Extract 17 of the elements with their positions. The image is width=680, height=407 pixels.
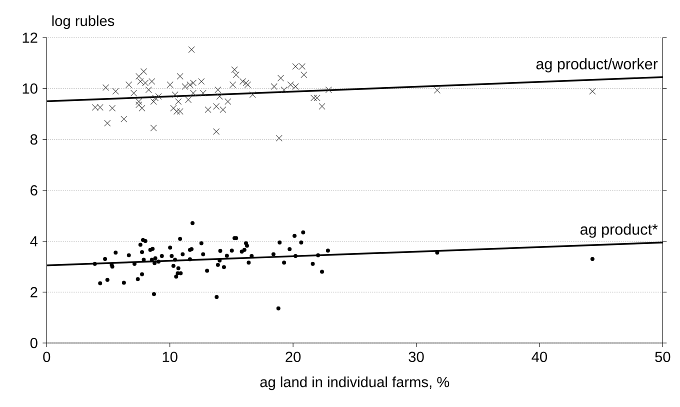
x-tick-label: 0 [43,352,50,362]
x-tick-label: 20 [286,352,301,362]
x-tick-label: 30 [408,352,424,362]
y-tick-label: 6 [30,185,38,196]
x-tick-label: 50 [655,352,670,362]
x-tick-label: 40 [532,352,548,362]
y-tick-label: 8 [30,134,38,145]
y-tick-label: 12 [22,32,38,43]
y-tick-label: 2 [30,287,38,298]
x-tick-label: 10 [162,352,178,362]
y-tick-label: 4 [30,236,38,246]
series-label: ag product/worker [536,58,658,72]
y-tick-label: 10 [22,83,38,94]
x-axis-title: ag land in individual farms, % [260,376,450,390]
legend-label: ag product* [580,224,658,238]
y-axis-title: log rubles [52,15,114,29]
y-tick-label: 0 [30,338,38,348]
